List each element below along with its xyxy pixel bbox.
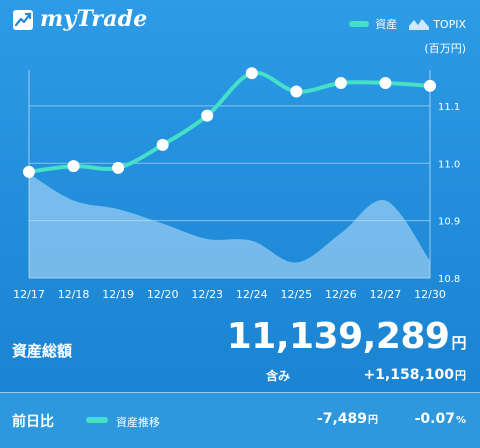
legend-topix-icon [409, 19, 430, 30]
unrealized-value: +1,158,100円 [363, 367, 466, 383]
x-tick-label: 12/27 [370, 288, 402, 301]
asset-point[interactable] [112, 161, 125, 174]
x-tick-label: 12/24 [236, 288, 268, 301]
asset-point[interactable] [334, 76, 347, 89]
trend-swatch [86, 417, 108, 423]
y-tick-label: 11.0 [438, 159, 460, 170]
day-diff-percent-number: -0.07 [414, 411, 455, 427]
asset-point[interactable] [379, 76, 392, 89]
assets-line [27, 70, 432, 174]
x-tick-label: 12/20 [147, 288, 179, 301]
asset-point[interactable] [424, 79, 436, 92]
app-logo-text: myTrade [40, 6, 148, 32]
unrealized-yen: 円 [455, 369, 466, 382]
x-tick-label: 12/23 [191, 288, 223, 301]
chart-legend: 資産 TOPIX [349, 16, 466, 32]
asset-point[interactable] [290, 85, 303, 98]
total-assets-label: 資産総額 [12, 342, 73, 360]
asset-point[interactable] [156, 138, 169, 151]
x-tick-label: 12/18 [58, 288, 90, 301]
section-divider [0, 392, 480, 393]
x-tick-label: 12/19 [102, 288, 134, 301]
total-assets-value: 11,139,289 円 [226, 316, 467, 357]
x-tick-label: 12/25 [280, 288, 312, 301]
y-tick-label: 11.1 [438, 102, 460, 113]
chart-unit-label: (百万円) [424, 42, 466, 55]
total-assets-number: 11,139,289 [226, 316, 450, 357]
unrealized-number: +1,158,100 [363, 367, 454, 383]
app-header: myTrade 資産 TOPIX (百万円) [0, 0, 480, 55]
logo-icon [13, 10, 33, 30]
topix-area [29, 173, 430, 278]
day-diff-value: -7,489円 [317, 411, 378, 427]
day-diff-number: -7,489 [316, 411, 367, 427]
day-diff-yen: 円 [368, 415, 378, 426]
asset-point[interactable] [23, 165, 35, 178]
asset-point[interactable] [245, 67, 258, 80]
x-tick-label: 12/26 [325, 288, 357, 301]
x-tick-label: 12/30 [414, 288, 446, 301]
total-assets-yen: 円 [451, 334, 466, 352]
trend-label: 資産推移 [116, 416, 160, 429]
unrealized-label: 含み [266, 369, 291, 383]
legend-assets-label: 資産 [375, 18, 398, 31]
asset-point[interactable] [201, 109, 214, 122]
day-comparison-bar[interactable]: 前日比 資産推移 -7,489円 -0.07% [0, 393, 480, 448]
day-diff-percent: -0.07% [415, 411, 466, 427]
legend-topix-label: TOPIX [433, 17, 466, 31]
legend-assets-swatch [349, 21, 370, 27]
y-tick-label: 10.9 [438, 217, 460, 228]
asset-point[interactable] [67, 160, 80, 173]
day-comparison-label: 前日比 [12, 414, 54, 430]
day-diff-percent-sign: % [455, 415, 466, 426]
y-tick-label: 10.8 [438, 274, 460, 285]
x-tick-label: 12/17 [13, 288, 45, 301]
asset-line-chart[interactable]: 10.8 10.9 11.0 11.1 12/17 12/18 12/19 12/20 12/… [0, 60, 480, 310]
